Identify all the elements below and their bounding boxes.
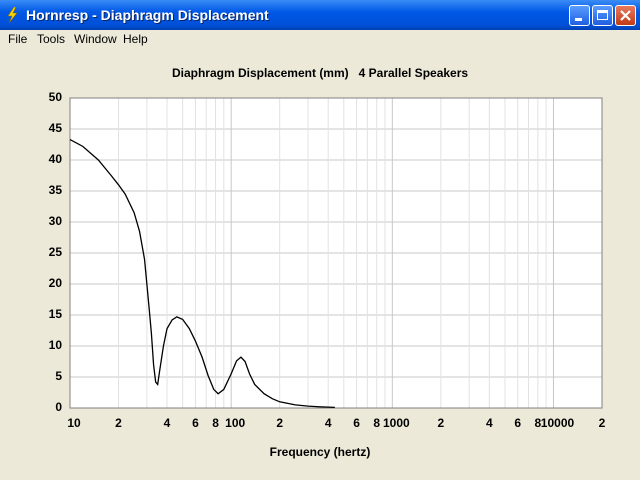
data-line	[69, 138, 335, 409]
x-tick-label: 8	[212, 416, 219, 430]
x-tick-label: 6	[353, 416, 360, 430]
x-tick-label: 8	[535, 416, 542, 430]
y-tick-label: 45	[49, 121, 63, 135]
maximize-button[interactable]	[592, 5, 613, 26]
x-axis-label: Frequency (hertz)	[270, 445, 371, 459]
y-tick-label: 5	[55, 369, 62, 383]
menu-item[interactable]: Tools	[37, 32, 66, 46]
x-tick-label: 1000	[383, 416, 410, 430]
x-tick-label: 2	[115, 416, 122, 430]
y-tick-label: 25	[49, 245, 63, 259]
chart: Diaphragm Displacement (mm) 4 Parallel S…	[49, 66, 606, 459]
x-tick-label: 2	[437, 416, 444, 430]
x-tick-label: 4	[325, 416, 332, 430]
title-bar: Hornresp - Diaphragm Displacement	[0, 0, 640, 30]
x-tick-label: 2	[599, 416, 606, 430]
y-tick-label: 40	[49, 152, 63, 166]
x-tick-label: 4	[486, 416, 493, 430]
y-tick-label: 30	[49, 214, 63, 228]
x-tick-label: 10000	[541, 416, 575, 430]
x-tick-label: 10	[67, 416, 81, 430]
app-icon	[7, 7, 18, 23]
y-tick-label: 0	[55, 400, 62, 414]
window-title: Hornresp - Diaphragm Displacement	[26, 7, 269, 23]
y-tick-label: 10	[49, 338, 63, 352]
x-tick-label: 6	[514, 416, 521, 430]
y-tick-label: 20	[49, 276, 63, 290]
menu-bar: File Tools Window Help	[0, 30, 640, 48]
x-tick-label: 4	[164, 416, 171, 430]
plot-border	[69, 97, 603, 409]
menu-item[interactable]: Window	[74, 32, 117, 46]
x-tick-label: 2	[276, 416, 283, 430]
x-tick-label: 100	[225, 416, 245, 430]
menu-item[interactable]: File	[8, 32, 28, 46]
y-tick-label: 50	[49, 90, 63, 104]
chart-title: Diaphragm Displacement (mm) 4 Parallel S…	[172, 66, 468, 80]
close-button[interactable]	[615, 5, 636, 26]
minimize-button[interactable]	[569, 5, 590, 26]
menu-item[interactable]: Help	[123, 32, 148, 46]
x-tick-label: 6	[192, 416, 199, 430]
y-tick-label: 15	[49, 307, 63, 321]
y-tick-label: 35	[49, 183, 63, 197]
x-tick-label: 8	[373, 416, 380, 430]
